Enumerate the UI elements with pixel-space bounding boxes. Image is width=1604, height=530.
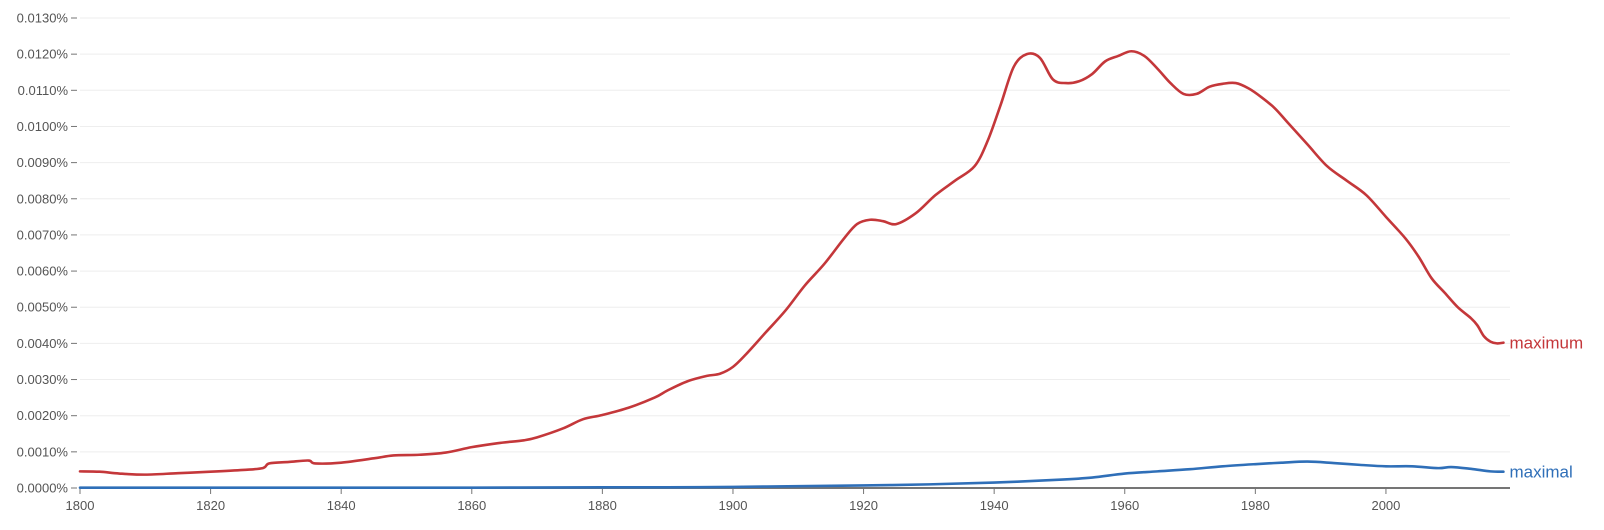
x-tick-label: 1980 [1241, 498, 1270, 513]
plot-area: maximum maximal [78, 49, 1583, 489]
series-label-maximum: maximum [1509, 334, 1583, 353]
y-axis: 0.0000% 0.0010% 0.0020% 0.0030% 0.0040% 0.005… [17, 11, 77, 496]
y-tick-label: 0.0070% [17, 227, 69, 242]
y-tick-label: 0.0080% [17, 191, 69, 206]
y-tick-label: 0.0010% [17, 444, 69, 459]
y-tick-label: 0.0120% [17, 47, 69, 62]
x-tick-label: 1820 [196, 498, 225, 513]
y-tick-label: 0.0050% [17, 300, 69, 315]
series-line-maximum[interactable] [78, 49, 1505, 476]
y-tick-label: 0.0060% [17, 264, 69, 279]
series-line-maximal[interactable] [78, 460, 1505, 489]
x-tick-label: 1860 [457, 498, 486, 513]
x-tick-label: 1900 [719, 498, 748, 513]
x-tick-label: 1800 [66, 498, 95, 513]
series-label-maximal: maximal [1509, 463, 1572, 482]
y-tick-label: 0.0130% [17, 11, 69, 26]
x-tick-label: 1920 [849, 498, 878, 513]
x-tick-label: 1960 [1110, 498, 1139, 513]
y-tick-label: 0.0100% [17, 119, 69, 134]
y-tick-label: 0.0040% [17, 336, 69, 351]
y-tick-label: 0.0090% [17, 155, 69, 170]
x-axis: 1800 1820 1840 1860 1880 1900 1920 1940 1960 1980… [66, 487, 1510, 513]
y-tick-label: 0.0110% [18, 83, 69, 98]
y-tick-label: 0.0020% [17, 408, 69, 423]
x-tick-label: 1840 [327, 498, 356, 513]
y-tick-label: 0.0030% [17, 372, 69, 387]
x-tick-label: 1940 [980, 498, 1009, 513]
x-tick-label: 2000 [1371, 498, 1400, 513]
y-tick-label: 0.0000% [17, 481, 69, 496]
x-tick-label: 1880 [588, 498, 617, 513]
grid-lines [80, 17, 1510, 453]
